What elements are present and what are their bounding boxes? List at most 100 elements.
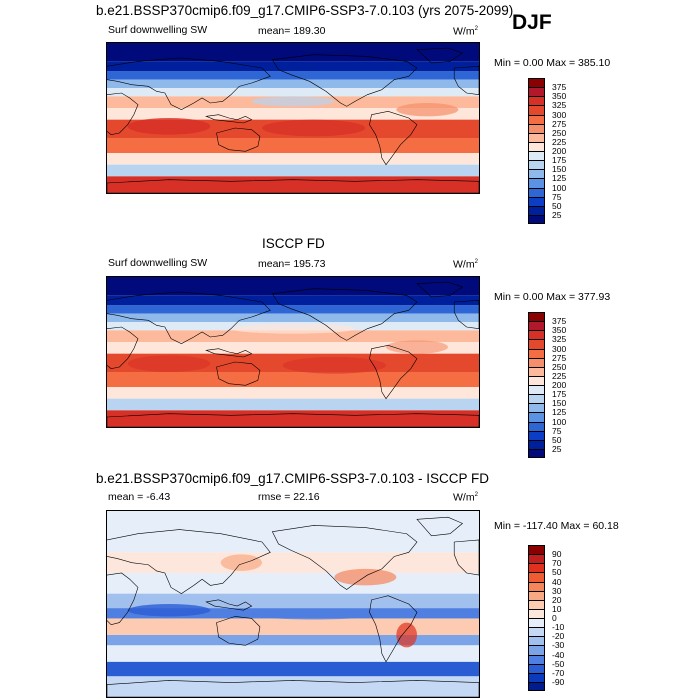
colorbar-tick-label: 200 [552, 380, 567, 390]
field-band [107, 313, 479, 322]
colorbar-tick-label: 275 [552, 352, 567, 363]
field-blob [282, 357, 386, 374]
panel3-units-text: W/m [453, 491, 475, 504]
colorbar-box [528, 681, 545, 691]
panel1-variable-label: Surf downwelling SW [108, 24, 208, 36]
colorbar-box [528, 581, 545, 591]
panel3-title: b.e21.BSSP370cmip6.f09_g17.CMIP6-SSP3-7.… [96, 471, 489, 486]
colorbar-box [528, 439, 545, 449]
colorbar-box [528, 394, 545, 404]
colorbar-box [528, 412, 545, 422]
colorbar-box [528, 554, 545, 564]
coastline [369, 345, 417, 398]
colorbar-tick-label: 225 [552, 136, 567, 147]
coastline [217, 362, 260, 385]
panel3-colorbar [528, 545, 545, 691]
colorbar-tick-label: 250 [552, 361, 567, 372]
colorbar-tick-label: 100 [552, 416, 567, 427]
panel2-units-text: W/m [453, 258, 475, 271]
coastline [107, 573, 138, 625]
panel1-title: b.e21.BSSP370cmip6.f09_g17.CMIP6-SSP3-7.… [96, 3, 514, 18]
panel1-colorbar [528, 78, 545, 224]
field-band [107, 618, 479, 635]
colorbar-box [528, 87, 545, 97]
colorbar-box [528, 123, 545, 133]
coastline [272, 289, 417, 341]
colorbar-box [528, 330, 545, 340]
colorbar-box [528, 663, 545, 673]
colorbar-box [528, 78, 545, 88]
coastline [454, 66, 479, 94]
panel3-map [106, 510, 480, 698]
colorbar-box [528, 196, 545, 206]
field-band [107, 342, 479, 354]
coastline [417, 517, 462, 536]
colorbar-box [528, 339, 545, 349]
colorbar-tick-label: 375 [552, 82, 567, 93]
field-blob [127, 604, 211, 617]
field-band [107, 593, 479, 609]
panel2-colorbar [528, 312, 545, 458]
colorbar-box [528, 321, 545, 331]
colorbar-box [528, 205, 545, 215]
field-blob [220, 554, 262, 571]
colorbar-tick-label: 40 [552, 576, 562, 587]
season-label: DJF [512, 11, 552, 34]
colorbar-tick-label: 90 [552, 549, 562, 560]
colorbar-box [528, 375, 545, 385]
field-blob [396, 622, 417, 648]
colorbar-tick-label: 30 [552, 585, 562, 596]
coastline [206, 349, 251, 357]
coastline [107, 414, 479, 427]
colorbar-tick-label: 325 [552, 334, 567, 345]
field-band [107, 153, 479, 165]
colorbar-tick-label: 50 [552, 200, 562, 211]
colorbar-tick-label: 125 [552, 407, 567, 418]
colorbar-box [528, 545, 545, 555]
colorbar-tick-label: 20 [552, 594, 562, 605]
coastline [217, 616, 260, 645]
colorbar-box [528, 348, 545, 358]
coastline [369, 596, 417, 662]
field-band [107, 676, 479, 697]
colorbar-tick-label: 10 [552, 603, 562, 614]
colorbar-tick-label: 70 [552, 558, 562, 569]
colorbar-tick-label: 325 [552, 100, 567, 111]
field-band [107, 645, 479, 662]
field-band [107, 277, 479, 296]
field-blob [386, 340, 448, 354]
field-band [107, 295, 479, 306]
colorbar-tick-label: 125 [552, 173, 567, 184]
colorbar-tick-label: 225 [552, 370, 567, 381]
coastline [454, 300, 479, 328]
colorbar-tick-label: 25 [552, 443, 562, 454]
field-blob [334, 568, 397, 586]
colorbar-tick-label: -10 [552, 622, 565, 633]
panel1-map [106, 42, 480, 194]
colorbar-box [528, 430, 545, 440]
panel2-units-sup: 2 [474, 259, 478, 265]
coastline [107, 680, 479, 697]
field-band [107, 176, 479, 193]
field-band [107, 138, 479, 153]
colorbar-box [528, 599, 545, 609]
coastline [272, 525, 417, 589]
coastline [107, 93, 138, 135]
field-band [107, 330, 479, 342]
field-band [107, 387, 479, 399]
colorbar-box [528, 618, 545, 628]
panel3-rmse-label: rmse = 22.16 [258, 491, 320, 503]
panel1-minmax: Min = 0.00 Max = 385.10 [494, 57, 611, 69]
colorbar-tick-label: -50 [552, 658, 565, 669]
colorbar-tick-label: -70 [552, 667, 565, 678]
colorbar-tick-label: 200 [552, 146, 567, 156]
colorbar-tick-label: 350 [552, 91, 567, 102]
colorbar-tick-label: 0 [552, 613, 557, 623]
coastline [107, 530, 270, 594]
coastline [217, 128, 260, 151]
field-blob [231, 323, 355, 334]
colorbar-tick-label: 250 [552, 127, 567, 138]
field-blob [262, 119, 366, 137]
colorbar-box [528, 403, 545, 413]
field-band [107, 511, 479, 553]
